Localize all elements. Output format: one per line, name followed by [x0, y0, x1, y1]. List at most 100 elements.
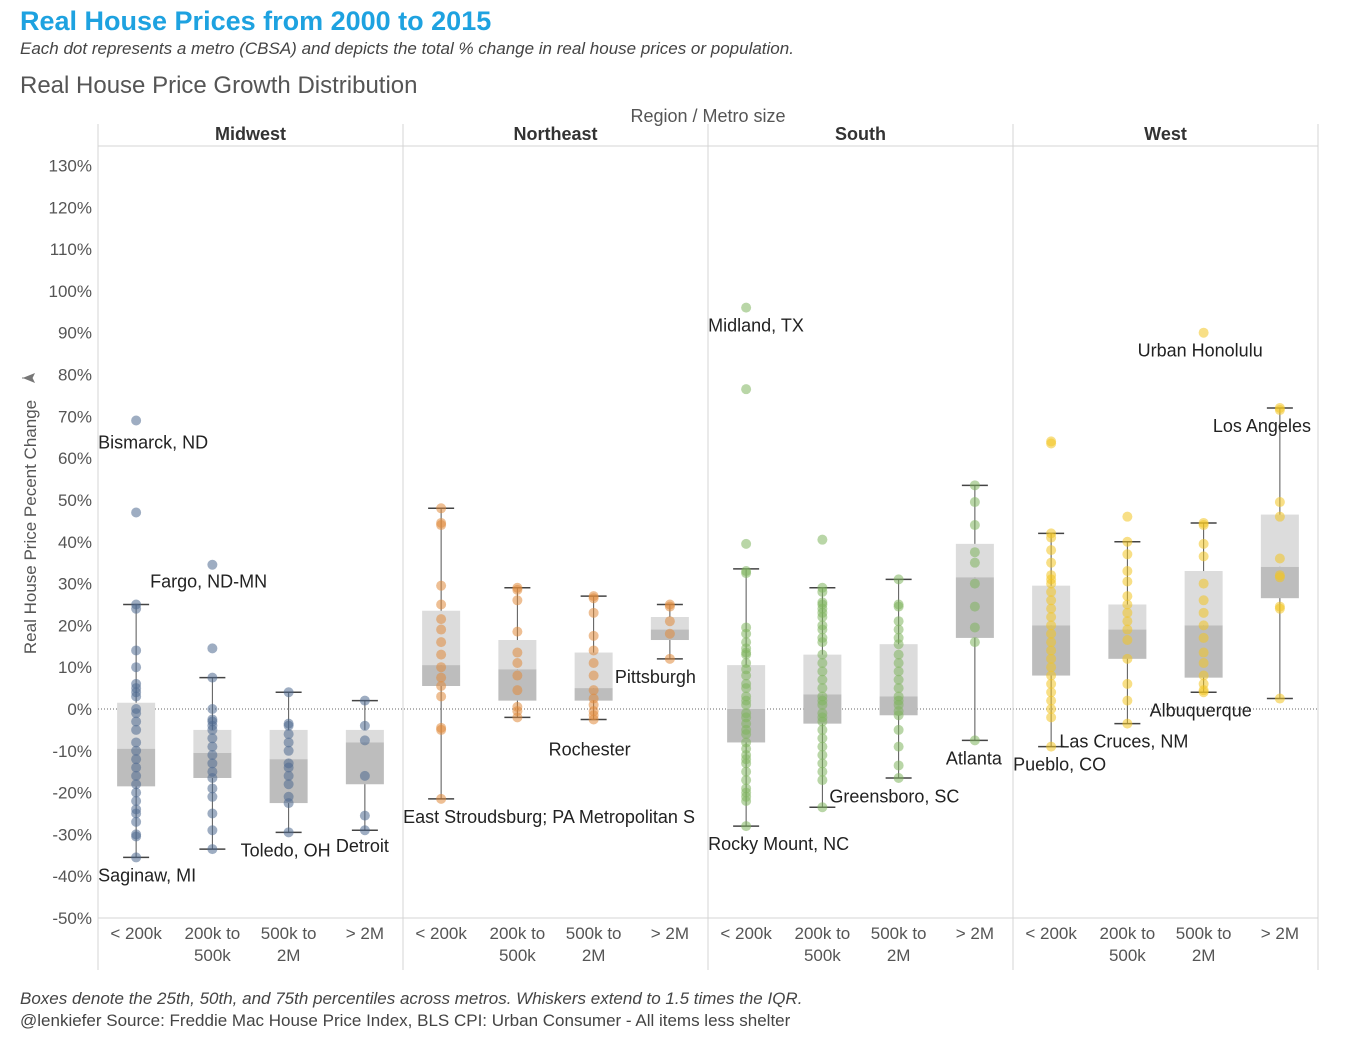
data-point	[817, 741, 828, 752]
data-point	[1122, 624, 1133, 635]
data-point	[436, 599, 447, 610]
data-point	[969, 497, 980, 508]
data-point	[1122, 549, 1133, 560]
x-tick-label: 500k	[499, 946, 536, 965]
data-point	[512, 670, 523, 681]
sort-pin-icon	[22, 373, 36, 383]
data-point	[588, 685, 599, 696]
data-point	[969, 480, 980, 491]
data-point	[1046, 653, 1057, 664]
data-point	[207, 724, 218, 735]
data-point	[817, 612, 828, 623]
data-point	[131, 708, 142, 719]
data-point	[817, 586, 828, 597]
data-point	[1046, 645, 1057, 656]
data-point	[1198, 632, 1209, 643]
data-point	[1198, 595, 1209, 606]
data-point	[741, 699, 752, 710]
data-point	[741, 384, 752, 395]
data-point	[283, 779, 294, 790]
data-point	[817, 637, 828, 648]
data-point	[512, 712, 523, 723]
data-point	[969, 637, 980, 648]
data-point	[1274, 553, 1285, 564]
data-point	[1046, 545, 1057, 556]
data-point	[664, 628, 675, 639]
y-tick-label: 0%	[67, 700, 92, 719]
data-point	[436, 691, 447, 702]
data-point	[207, 672, 218, 683]
data-point	[131, 754, 142, 765]
data-point	[436, 614, 447, 625]
data-point	[283, 737, 294, 748]
data-point	[588, 593, 599, 604]
data-point	[207, 758, 218, 769]
data-point	[817, 699, 828, 710]
region-header: South	[835, 124, 886, 144]
data-point	[817, 758, 828, 769]
metro-annotation: East Stroudsburg; PA Metropolitan S	[403, 807, 695, 827]
data-point	[1046, 670, 1057, 681]
data-point	[436, 580, 447, 591]
data-point	[1198, 538, 1209, 549]
data-point	[1198, 647, 1209, 658]
x-tick-label: 200k to	[1099, 924, 1155, 943]
data-point	[131, 507, 142, 518]
x-tick-label: < 200k	[415, 924, 467, 943]
data-point	[1122, 591, 1133, 602]
data-point	[969, 601, 980, 612]
metro-annotation: Las Cruces, NM	[1059, 732, 1188, 752]
data-point	[131, 724, 142, 735]
data-point	[131, 852, 142, 863]
data-point	[207, 741, 218, 752]
data-point	[741, 647, 752, 658]
data-point	[893, 649, 904, 660]
metro-annotation: Saginaw, MI	[98, 865, 196, 885]
data-point	[131, 737, 142, 748]
data-point	[1046, 620, 1057, 631]
data-point	[893, 639, 904, 650]
data-point	[436, 503, 447, 514]
data-point	[1274, 405, 1285, 416]
data-point	[436, 624, 447, 635]
data-point	[207, 559, 218, 570]
data-point	[741, 302, 752, 313]
data-point	[207, 791, 218, 802]
metro-annotation: Toledo, OH	[241, 840, 331, 860]
data-point	[1046, 438, 1057, 449]
data-point	[1122, 695, 1133, 706]
data-point	[283, 798, 294, 809]
data-point	[207, 844, 218, 855]
data-point	[1046, 586, 1057, 597]
data-point	[588, 714, 599, 725]
data-point	[436, 672, 447, 683]
data-point	[741, 775, 752, 786]
data-point	[893, 724, 904, 735]
data-point	[131, 415, 142, 426]
data-point	[588, 607, 599, 618]
y-tick-label: 40%	[58, 533, 92, 552]
data-point	[131, 603, 142, 614]
data-point	[1046, 595, 1057, 606]
metro-annotation: Midland, TX	[708, 316, 804, 336]
footer-note: Boxes denote the 25th, 50th, and 75th pe…	[20, 989, 803, 1008]
y-tick-label: 30%	[58, 575, 92, 594]
data-point	[1198, 578, 1209, 589]
data-point	[1046, 532, 1057, 543]
data-point	[893, 616, 904, 627]
data-point	[741, 795, 752, 806]
data-point	[207, 704, 218, 714]
data-point	[817, 724, 828, 735]
data-point	[131, 745, 142, 756]
data-point	[1122, 607, 1133, 618]
data-point	[817, 733, 828, 744]
y-tick-label: -40%	[52, 867, 92, 886]
data-point	[1274, 511, 1285, 522]
data-point	[131, 795, 142, 806]
data-point	[207, 643, 218, 654]
data-point	[1274, 497, 1285, 508]
data-point	[283, 770, 294, 781]
data-point	[512, 685, 523, 696]
data-point	[1198, 687, 1209, 698]
y-tick-label: -20%	[52, 784, 92, 803]
